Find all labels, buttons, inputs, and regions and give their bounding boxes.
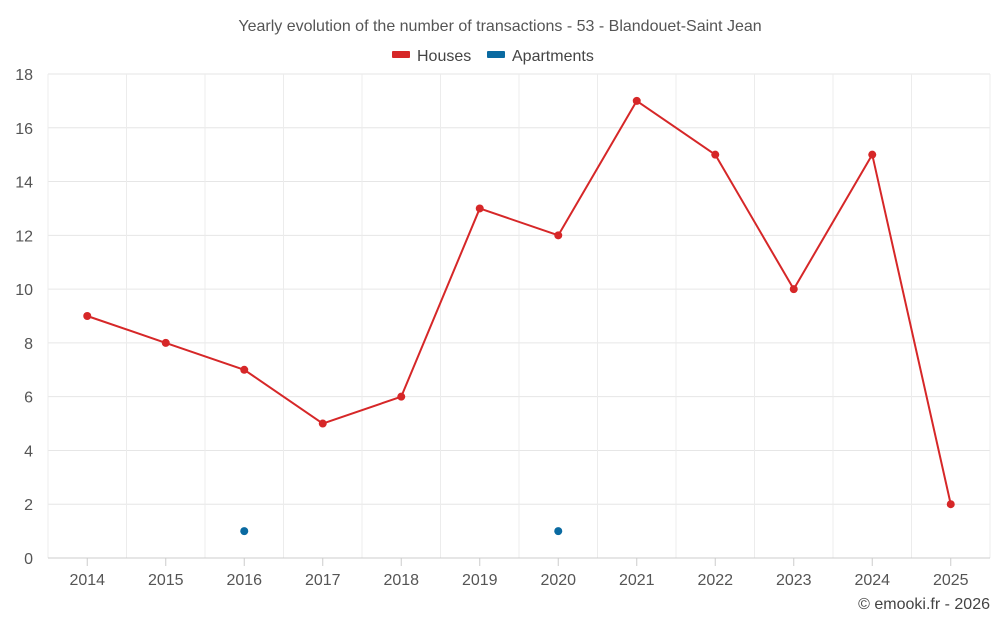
x-axis: 2014 2015 2016 2017 2018 2019 2020 2021 2022 2023… <box>48 557 990 589</box>
x-tick-label: 2018 <box>383 572 419 589</box>
y-tick-label: 12 <box>15 228 33 245</box>
legend-label-apartments: Apartments <box>512 48 594 65</box>
legend-swatch-apartments <box>487 51 505 58</box>
x-tick-label: 2017 <box>305 572 341 589</box>
data-point-houses-2023[interactable] <box>789 285 798 294</box>
y-tick-label: 4 <box>24 443 33 460</box>
legend-swatch-houses <box>392 51 410 58</box>
y-tick-label: 14 <box>15 175 33 192</box>
y-tick-label: 10 <box>15 282 33 299</box>
legend-item-houses[interactable]: Houses <box>392 48 471 65</box>
x-tick-label: 2021 <box>619 572 655 589</box>
legend-item-apartments[interactable]: Apartments <box>487 48 594 65</box>
y-tick-label: 18 <box>15 67 33 84</box>
data-point-apartments-2016[interactable] <box>240 527 249 536</box>
x-tick-label: 2015 <box>148 572 184 589</box>
data-point-houses-2020[interactable] <box>554 231 563 240</box>
data-point-apartments-2020[interactable] <box>554 527 563 536</box>
chart-title: Yearly evolution of the number of transa… <box>238 18 761 35</box>
y-tick-label: 2 <box>24 497 33 514</box>
series-line-houses <box>86 99 952 505</box>
legend-label-houses: Houses <box>417 48 471 65</box>
y-tick-label: 6 <box>24 390 33 407</box>
legend: Houses Apartments <box>392 48 594 65</box>
x-tick-label: 2020 <box>540 572 576 589</box>
y-axis: 0 2 4 6 8 10 12 14 16 18 <box>15 67 33 568</box>
data-point-houses-2017[interactable] <box>318 419 327 428</box>
y-tick-label: 16 <box>15 121 33 138</box>
data-point-houses-2022[interactable] <box>711 150 720 159</box>
grid <box>47 73 991 558</box>
data-point-houses-2018[interactable] <box>397 392 406 401</box>
data-point-houses-2025[interactable] <box>946 500 955 509</box>
data-point-houses-2016[interactable] <box>240 365 249 374</box>
credit-text: © emooki.fr - 2026 <box>858 596 990 613</box>
x-tick-label: 2014 <box>69 572 105 589</box>
y-tick-label: 8 <box>24 336 33 353</box>
y-tick-label: 0 <box>24 551 33 568</box>
x-tick-label: 2023 <box>776 572 812 589</box>
data-point-houses-2021[interactable] <box>632 96 641 105</box>
data-point-houses-2015[interactable] <box>161 338 170 347</box>
x-tick-label: 2024 <box>854 572 890 589</box>
x-tick-label: 2016 <box>226 572 262 589</box>
series-layer <box>83 96 955 536</box>
x-tick-label: 2022 <box>697 572 733 589</box>
data-point-houses-2014[interactable] <box>83 312 92 320</box>
x-tick-label: 2019 <box>462 572 498 589</box>
x-tick-label: 2025 <box>933 572 969 589</box>
data-point-houses-2019[interactable] <box>475 204 484 213</box>
data-point-houses-2024[interactable] <box>868 150 877 159</box>
